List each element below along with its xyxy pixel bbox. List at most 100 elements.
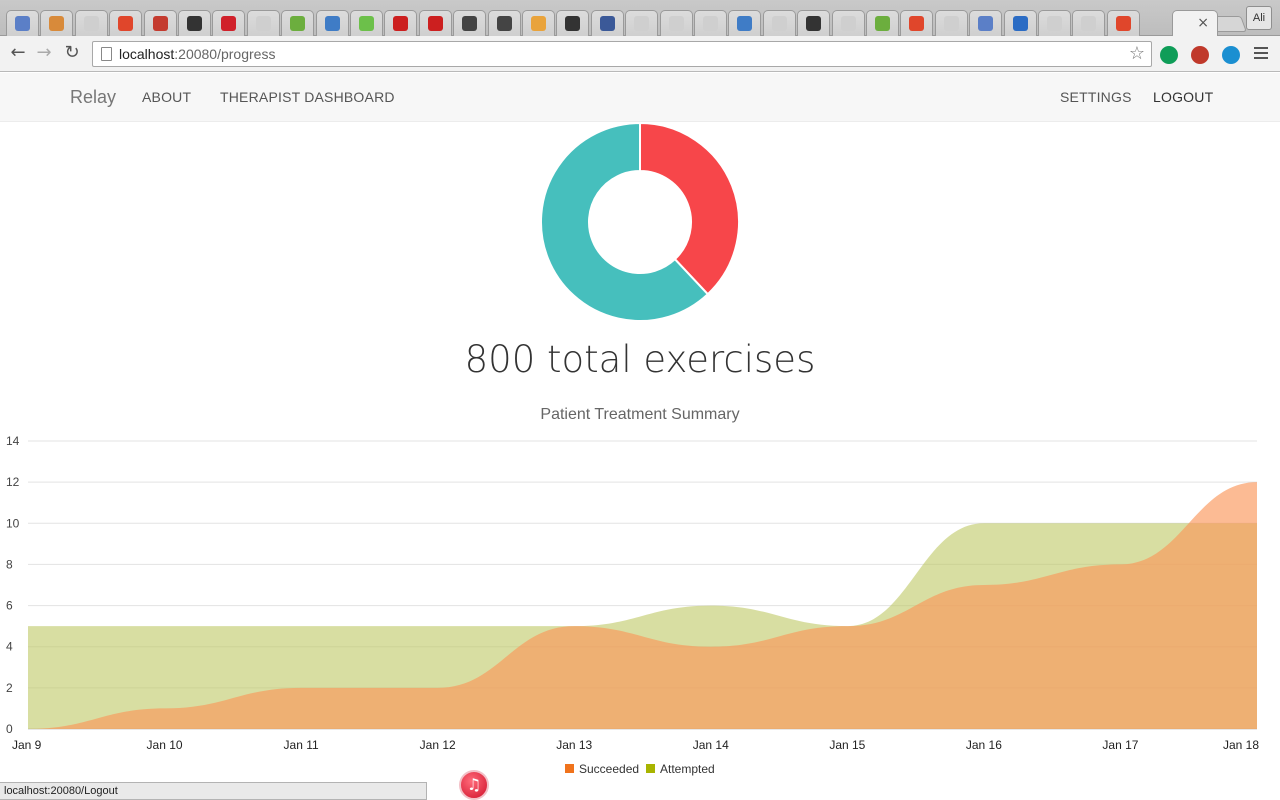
browser-tab[interactable] [40,10,74,36]
browser-tab[interactable] [969,10,1003,36]
bookmark-star-icon[interactable]: ☆ [1128,43,1145,64]
close-tab-icon[interactable]: × [1197,15,1209,31]
tab-favicon-icon [1047,16,1062,31]
tab-favicon-icon [15,16,30,31]
page-icon [101,47,112,61]
browser-tab[interactable] [590,10,624,36]
browser-tab[interactable] [1038,10,1071,36]
tab-favicon-icon [83,16,99,31]
donut-slice-attempted[interactable] [540,122,710,322]
legend-label-attempted: Attempted [660,762,715,776]
extension-icon[interactable] [1191,46,1209,64]
browser-tab[interactable] [246,10,280,36]
tab-favicon-icon [462,16,478,31]
x-tick-label: Jan 17 [1102,738,1138,752]
y-tick-label: 2 [6,681,13,695]
y-tick-label: 8 [6,557,13,571]
browser-tab[interactable] [900,10,934,36]
browser-tab[interactable] [6,10,39,36]
browser-tab[interactable] [487,10,521,36]
y-tick-label: 12 [6,475,20,489]
browser-tab[interactable] [453,10,487,36]
tab-favicon-icon [290,16,306,31]
brand-link[interactable]: Relay [70,87,117,107]
status-bar-link-preview: localhost:20080/Logout [0,782,427,800]
browser-tab[interactable] [1072,10,1106,36]
browser-tab[interactable] [384,10,418,36]
nav-therapist-dashboard[interactable]: THERAPIST DASHBOARD [220,89,395,105]
profile-button[interactable]: Ali [1246,6,1272,30]
browser-tab[interactable] [728,10,762,36]
tab-favicon-icon [118,16,134,31]
reload-icon[interactable]: ↻ [64,42,80,63]
x-tick-label: Jan 9 [12,738,42,752]
browser-tab[interactable] [762,10,796,36]
tab-favicon-icon [806,16,822,31]
extension-icon[interactable] [1160,46,1178,64]
total-exercises-heading: 800 total exercises [464,338,816,381]
browser-tab[interactable] [556,10,590,36]
y-tick-label: 14 [6,434,20,448]
browser-tab[interactable] [625,10,659,36]
tab-favicon-icon [1012,16,1028,31]
itunes-dock-icon[interactable]: ♫ [459,770,489,800]
x-tick-label: Jan 16 [966,738,1002,752]
tab-favicon-icon [496,16,512,31]
browser-tab[interactable] [659,10,693,36]
browser-tab[interactable] [797,10,831,36]
legend-swatch-attempted [646,764,655,773]
chart-title: Patient Treatment Summary [540,406,739,423]
nav-logout[interactable]: LOGOUT [1153,89,1214,105]
y-tick-label: 6 [6,599,13,613]
tab-favicon-icon [599,16,615,31]
nav-settings[interactable]: SETTINGS [1060,89,1132,105]
browser-tab[interactable] [866,10,899,36]
tab-favicon-icon [359,16,374,31]
tab-favicon-icon [737,16,753,31]
extension-icon[interactable] [1222,46,1240,64]
browser-tab[interactable] [831,10,865,36]
area-succeeded [28,482,1257,729]
browser-tab[interactable] [694,10,727,36]
browser-tab[interactable] [934,10,968,36]
browser-tab[interactable] [418,10,452,36]
tab-favicon-icon [324,16,340,31]
active-tab[interactable]: × [1172,10,1218,36]
x-tick-label: Jan 13 [556,738,592,752]
tab-favicon-icon [531,16,546,31]
tab-favicon-icon [668,16,684,31]
y-tick-label: 4 [6,640,13,654]
app-navbar: Relay ABOUT THERAPIST DASHBOARD SETTINGS… [0,73,1280,122]
tab-favicon-icon [1115,16,1131,31]
tab-favicon-icon [703,16,718,31]
browser-tab[interactable] [1106,10,1140,36]
donut-slice-succeeded[interactable] [639,122,740,296]
browser-tab[interactable] [143,10,177,36]
address-bar[interactable]: localhost:20080/progress ☆ [92,41,1152,67]
x-tick-label: Jan 15 [829,738,865,752]
exercise-donut-chart [540,122,740,322]
nav-about[interactable]: ABOUT [142,89,192,105]
x-tick-label: Jan 10 [147,738,183,752]
tab-favicon-icon [943,16,959,31]
y-tick-label: 0 [6,722,13,736]
x-tick-label: Jan 14 [693,738,729,752]
browser-tab[interactable] [74,10,108,36]
back-icon[interactable]: ← [10,42,26,63]
browser-tab[interactable] [281,10,315,36]
browser-tab[interactable] [109,10,143,36]
tab-favicon-icon [1081,16,1097,31]
browser-tab[interactable] [212,10,246,36]
browser-tab[interactable] [350,10,383,36]
tab-favicon-icon [427,16,443,31]
treatment-summary-chart: Patient Treatment Summary 0 2 4 6 8 10 12 14 Ja… [6,406,1259,776]
browser-tab[interactable] [1003,10,1037,36]
browser-tab[interactable] [522,10,555,36]
browser-menu-icon[interactable] [1254,47,1268,62]
url-text[interactable]: localhost:20080/progress [119,46,276,62]
browser-tab[interactable] [178,10,211,36]
browser-toolbar: ← → ↻ localhost:20080/progress ☆ [0,36,1280,72]
browser-tab[interactable] [315,10,349,36]
legend-swatch-succeeded [565,764,574,773]
forward-icon[interactable]: → [36,42,52,63]
